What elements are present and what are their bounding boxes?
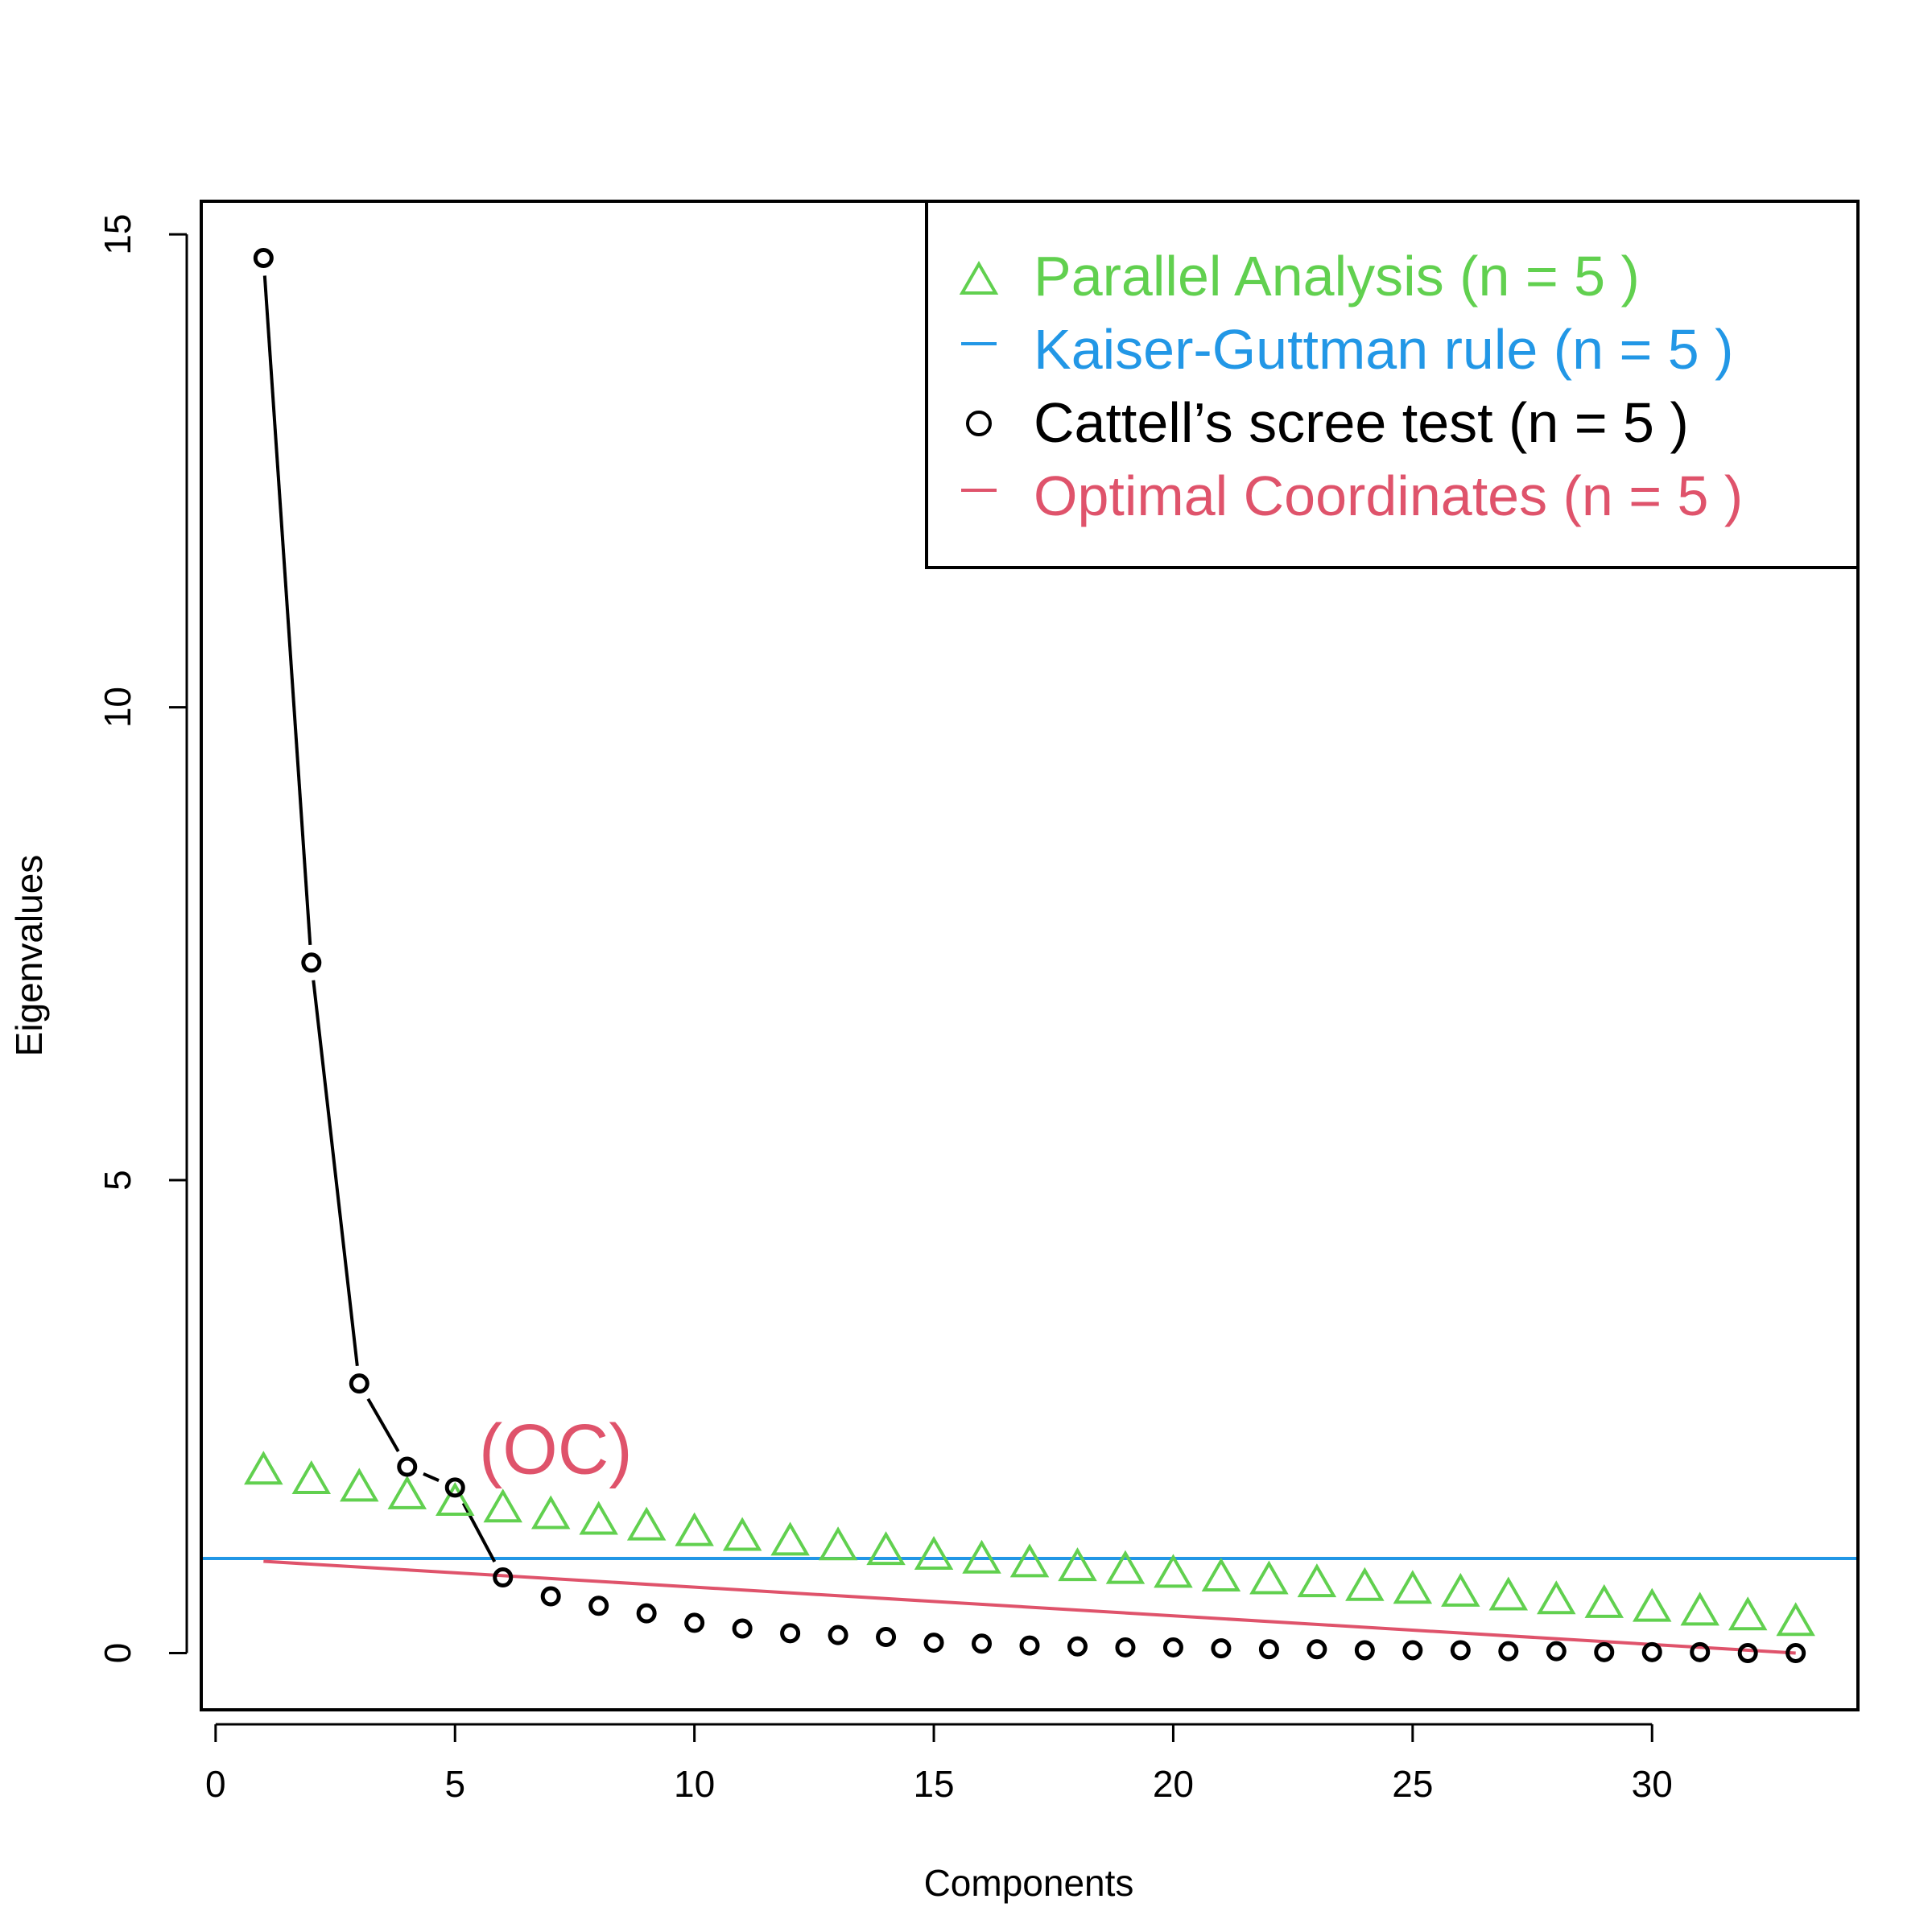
data-layer: [201, 247, 1858, 1664]
parallel-analysis-point: [818, 1526, 858, 1561]
legend-triangle-icon: [959, 260, 999, 295]
eigenvalue-point: [636, 1603, 657, 1624]
parallel-analysis-point: [1776, 1602, 1815, 1637]
y-tick-label: 5: [97, 1170, 138, 1191]
eigenvalue-point: [828, 1624, 848, 1645]
parallel-analysis-point: [1441, 1572, 1480, 1607]
eigenvalue-point: [540, 1586, 561, 1607]
parallel-analysis-point: [1345, 1567, 1385, 1601]
eigenvalue-point: [972, 1633, 993, 1654]
eigenvalue-point: [923, 1633, 944, 1653]
legend-label: Cattell’s scree test (n = 5 ): [1034, 391, 1689, 454]
x-tick-label: 25: [1392, 1763, 1433, 1805]
parallel-analysis-point: [1632, 1587, 1672, 1622]
parallel-analysis-point: [483, 1488, 522, 1523]
eigenvalue-point: [301, 952, 322, 973]
eigenvalue-point: [397, 1456, 418, 1477]
parallel-analysis-point: [579, 1501, 618, 1535]
eigenvalue-point: [253, 247, 274, 268]
legend-circle-icon: [966, 411, 992, 436]
parallel-analysis-point: [387, 1475, 427, 1509]
eigenvalue-point: [1546, 1641, 1567, 1662]
eigenvalue-point: [1258, 1639, 1279, 1660]
parallel-analysis-point: [1154, 1554, 1193, 1588]
parallel-analysis-point: [1105, 1550, 1146, 1584]
eigenvalue-point: [1785, 1643, 1806, 1664]
parallel-analysis-point: [1680, 1591, 1719, 1626]
parallel-analysis-point: [1297, 1563, 1337, 1598]
eigenvalue-point: [1115, 1637, 1136, 1657]
eigenvalue-point: [1498, 1641, 1519, 1662]
eigenvalue-point: [684, 1612, 705, 1633]
oc-annotation: (OC): [479, 1409, 633, 1488]
parallel-analysis-point: [675, 1512, 714, 1546]
parallel-analysis-point: [914, 1536, 954, 1571]
x-tick-label: 5: [444, 1763, 465, 1805]
y-axis-label: Eigenvalues: [8, 855, 50, 1057]
parallel-analysis-point: [1488, 1576, 1529, 1611]
x-tick-label: 10: [674, 1763, 715, 1805]
y-tick-label: 10: [97, 687, 138, 728]
eigenvalue-point: [1067, 1636, 1088, 1657]
legend-items: Parallel Analysis (n = 5 ) Kaiser-Guttman…: [959, 245, 1743, 527]
optimal-coordinates-line: [263, 1559, 1796, 1655]
scree-segment: [312, 980, 359, 1367]
x-axis-label: Components: [924, 1862, 1134, 1904]
eigenvalue-point: [1211, 1638, 1232, 1659]
x-tick-label: 15: [913, 1763, 954, 1805]
parallel-analysis-point: [866, 1531, 906, 1566]
axes-layer: 0 5 10 15 20 25 30 0 5 10 15: [97, 214, 1673, 1805]
legend-label: Optimal Coordinates (n = 5 ): [1034, 464, 1743, 527]
eigenvalue-point: [588, 1596, 609, 1616]
eigenvalue-point: [1690, 1641, 1711, 1662]
eigenvalue-point: [732, 1618, 753, 1639]
eigenvalue-point: [349, 1373, 369, 1394]
parallel-analysis-point: [340, 1468, 379, 1502]
parallel-analysis-point: [1009, 1543, 1050, 1578]
legend-box: [925, 200, 1860, 569]
eigenvalue-point: [1019, 1635, 1040, 1656]
eigenvalue-point: [1354, 1640, 1375, 1661]
eigenvalue-point: [1737, 1643, 1758, 1664]
parallel-analysis-point: [244, 1451, 283, 1485]
plot-area: [201, 247, 1858, 1664]
y-tick-label: 0: [97, 1643, 138, 1664]
eigenvalue-point: [1450, 1640, 1471, 1661]
parallel-analysis-point: [626, 1506, 667, 1541]
parallel-analysis-point: [435, 1482, 475, 1517]
y-tick-label: 15: [97, 214, 138, 255]
scree-segment: [366, 1397, 400, 1452]
parallel-analysis-point: [291, 1460, 332, 1495]
eigenvalue-point: [493, 1567, 514, 1588]
x-tick-label: 30: [1632, 1763, 1673, 1805]
eigenvalue-point: [876, 1627, 897, 1648]
parallel-analysis-point: [1584, 1583, 1624, 1618]
parallel-analysis-point: [1393, 1570, 1433, 1604]
parallel-analysis-point: [722, 1517, 762, 1551]
eigenvalue-point: [444, 1477, 465, 1498]
legend-label: Parallel Analysis (n = 5 ): [1034, 245, 1640, 308]
parallel-analysis-point: [770, 1521, 810, 1556]
eigenvalue-point: [1641, 1641, 1662, 1662]
parallel-analysis-point: [1201, 1558, 1241, 1592]
parallel-analysis-point: [962, 1539, 1001, 1574]
eigenvalue-point: [1594, 1641, 1615, 1662]
eigenvalue-point: [780, 1623, 801, 1644]
scree-segment: [262, 275, 312, 945]
parallel-analysis-point: [1249, 1560, 1289, 1595]
eigenvalue-point: [1307, 1639, 1327, 1660]
parallel-analysis-point: [1537, 1580, 1576, 1615]
scree-segment: [423, 1472, 440, 1482]
legend-label: Kaiser-Guttman rule (n = 5 ): [1034, 318, 1734, 381]
parallel-analysis-point: [530, 1495, 571, 1530]
parallel-analysis-point: [1058, 1547, 1097, 1582]
parallel-analysis-point: [1728, 1596, 1768, 1631]
legend: Parallel Analysis (n = 5 ) Kaiser-Guttman…: [925, 200, 1860, 569]
x-tick-label: 20: [1153, 1763, 1194, 1805]
eigenvalue-point: [1162, 1637, 1183, 1657]
x-tick-label: 0: [205, 1763, 226, 1805]
eigenvalue-point: [1402, 1640, 1423, 1661]
